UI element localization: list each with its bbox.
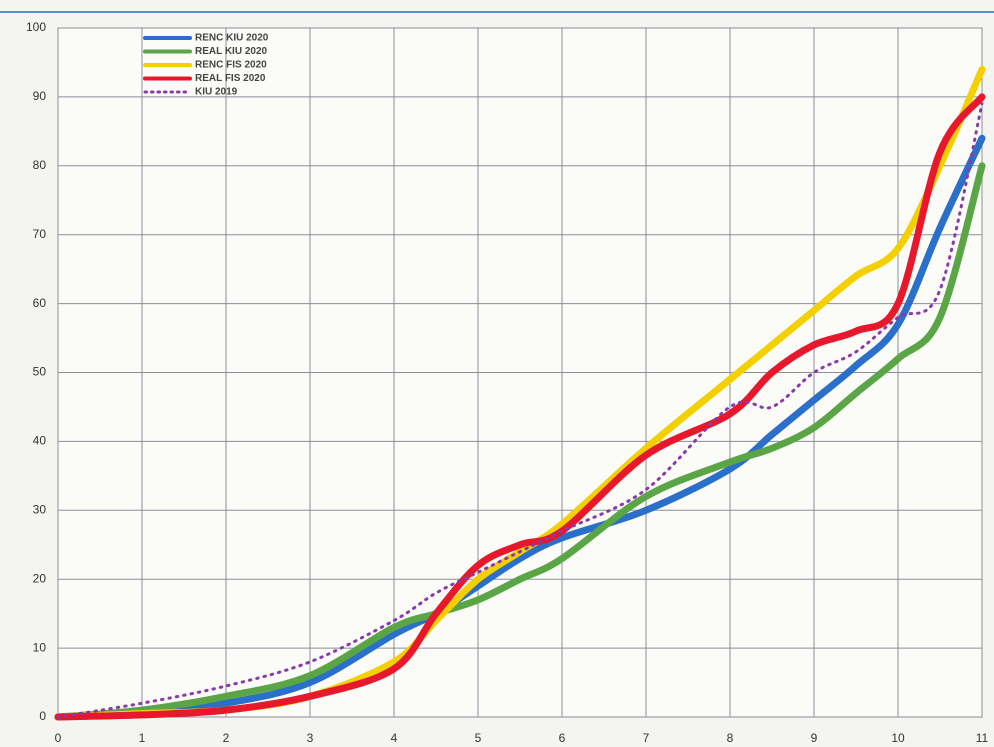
y-tick-label: 50: [33, 365, 47, 379]
series-line: [54, 134, 986, 721]
y-tick-label: 0: [39, 709, 46, 723]
x-tick-label: 7: [643, 731, 650, 745]
y-tick-label: 60: [33, 296, 47, 310]
x-tick-label: 1: [139, 731, 146, 745]
x-tick-label: 2: [223, 731, 230, 745]
y-tick-label: 90: [33, 89, 47, 103]
x-tick-label: 4: [391, 731, 398, 745]
x-tick-label: 3: [307, 731, 314, 745]
x-tick-label: 0: [55, 731, 62, 745]
legend-label: REAL KIU 2020: [195, 46, 268, 57]
y-tick-label: 100: [26, 20, 46, 34]
x-tick-label: 8: [727, 731, 734, 745]
y-tick-label: 40: [33, 434, 47, 448]
y-tick-label: 70: [33, 227, 47, 241]
legend-label: REAL FIS 2020: [195, 73, 266, 84]
legend-label: RENC KIU 2020: [195, 33, 269, 44]
legend-label: RENC FIS 2020: [195, 60, 267, 71]
series-line: [54, 162, 986, 721]
y-tick-label: 20: [33, 571, 47, 585]
x-tick-label: 11: [976, 731, 989, 745]
x-tick-label: 9: [811, 731, 818, 745]
x-tick-label: 6: [559, 731, 566, 745]
y-tick-label: 30: [33, 502, 47, 516]
y-tick-label: 10: [33, 640, 47, 654]
series-line: [56, 102, 984, 719]
y-tick-label: 80: [33, 158, 47, 172]
x-tick-label: 5: [475, 731, 482, 745]
x-tick-label: 10: [891, 731, 905, 745]
legend-label: KIU 2019: [195, 87, 238, 98]
